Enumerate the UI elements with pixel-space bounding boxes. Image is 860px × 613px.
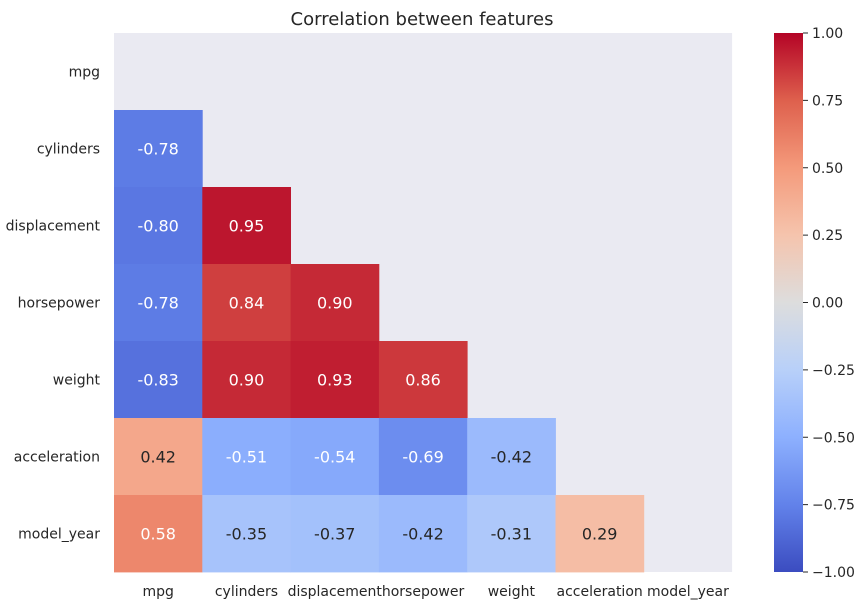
x-tick-label-model_year: model_year (647, 584, 729, 600)
heatmap-cell-horsepower-cylinders (202, 264, 291, 342)
cell-value-label: -0.78 (137, 294, 178, 313)
y-tick-label-displacement: displacement (6, 219, 101, 235)
cell-value-label: 0.42 (140, 448, 176, 467)
cell-value-label: 0.29 (582, 525, 618, 544)
heatmap-cell-model_year-mpg (114, 495, 203, 573)
colorbar: 1.00 0.75 0.50 0.25 0.00 −0.25 −0.50 −0.75 −1.00 (774, 26, 855, 581)
cell-value-label: -0.42 (491, 448, 532, 467)
heatmap-cell-weight-cylinders (202, 341, 291, 419)
cell-value-label: -0.31 (491, 525, 532, 544)
y-tick-label-mpg: mpg (69, 65, 100, 81)
colorbar-tick-label: 0.50 (812, 161, 843, 177)
heatmap-cell-weight-mpg (114, 341, 203, 419)
heatmap-cell-model_year-displacement (290, 495, 380, 573)
x-tick-label-horsepower: horsepower (382, 584, 465, 600)
y-axis-tick-labels: mpg cylinders displacement horsepower weight… (6, 65, 101, 543)
cell-value-label: 0.90 (317, 294, 353, 313)
heatmap-cell-model_year-horsepower (378, 495, 468, 573)
colorbar-tick-label: 0.25 (812, 228, 843, 244)
heatmap-cells: -0.78 -0.80 0.95 -0.78 0.84 0.90 -0.83 0.90 0.93… (114, 110, 645, 573)
heatmap-cell-displacement-cylinders (202, 187, 291, 265)
heatmap-cell-acceleration-horsepower (378, 418, 468, 496)
heatmap-cell-acceleration-displacement (290, 418, 380, 496)
cell-value-label: -0.69 (402, 448, 443, 467)
x-axis-tick-labels: mpg cylinders displacement horsepower weight… (142, 584, 729, 600)
heatmap-cell-acceleration-cylinders (202, 418, 291, 496)
colorbar-tick-label: −0.75 (812, 498, 855, 514)
cell-value-label: -0.80 (137, 217, 178, 236)
heatmap-cell-model_year-acceleration (555, 495, 645, 573)
y-tick-label-model_year: model_year (18, 527, 100, 543)
cell-value-label: 0.90 (229, 371, 265, 390)
heatmap-cell-horsepower-mpg (114, 264, 203, 342)
heatmap-cell-weight-displacement (290, 341, 380, 419)
chart-title: Correlation between features (291, 9, 554, 30)
cell-value-label: -0.35 (226, 525, 267, 544)
cell-value-label: -0.83 (137, 371, 178, 390)
cell-value-label: -0.54 (314, 448, 355, 467)
y-tick-label-cylinders: cylinders (37, 142, 100, 158)
cell-value-label: -0.51 (226, 448, 267, 467)
colorbar-tick-label: 0.00 (812, 296, 843, 312)
y-tick-label-horsepower: horsepower (18, 296, 101, 312)
cell-value-label: -0.42 (402, 525, 443, 544)
colorbar-tick-label: −0.25 (812, 363, 855, 379)
heatmap-cell-horsepower-displacement (290, 264, 380, 342)
cell-value-label: 0.84 (229, 294, 265, 313)
x-tick-label-weight: weight (488, 584, 536, 600)
cell-value-label: -0.78 (137, 140, 178, 159)
x-tick-label-displacement: displacement (288, 584, 383, 600)
cell-value-label: 0.86 (405, 371, 441, 390)
colorbar-gradient (774, 33, 803, 572)
colorbar-tick-label: 0.75 (812, 93, 843, 109)
y-tick-label-acceleration: acceleration (14, 450, 100, 466)
heatmap-cell-acceleration-weight (467, 418, 556, 496)
cell-value-label: -0.37 (314, 525, 355, 544)
heatmap-cell-cylinders-mpg (114, 110, 203, 188)
x-tick-label-acceleration: acceleration (557, 584, 643, 600)
cell-value-label: 0.93 (317, 371, 353, 390)
colorbar-tick-label: −1.00 (812, 565, 855, 581)
colorbar-tick-label: −0.50 (812, 430, 855, 446)
colorbar-tick-label: 1.00 (812, 26, 843, 42)
x-tick-label-cylinders: cylinders (215, 584, 278, 600)
y-tick-label-weight: weight (53, 373, 101, 389)
heatmap-cell-displacement-mpg (114, 187, 203, 265)
x-tick-label-mpg: mpg (142, 584, 173, 600)
heatmap-cell-model_year-weight (467, 495, 556, 573)
cell-value-label: 0.58 (140, 525, 176, 544)
heatmap-cell-model_year-cylinders (202, 495, 291, 573)
heatmap-cell-acceleration-mpg (114, 418, 203, 496)
cell-value-label: 0.95 (229, 217, 265, 236)
heatmap-cell-weight-horsepower (378, 341, 468, 419)
